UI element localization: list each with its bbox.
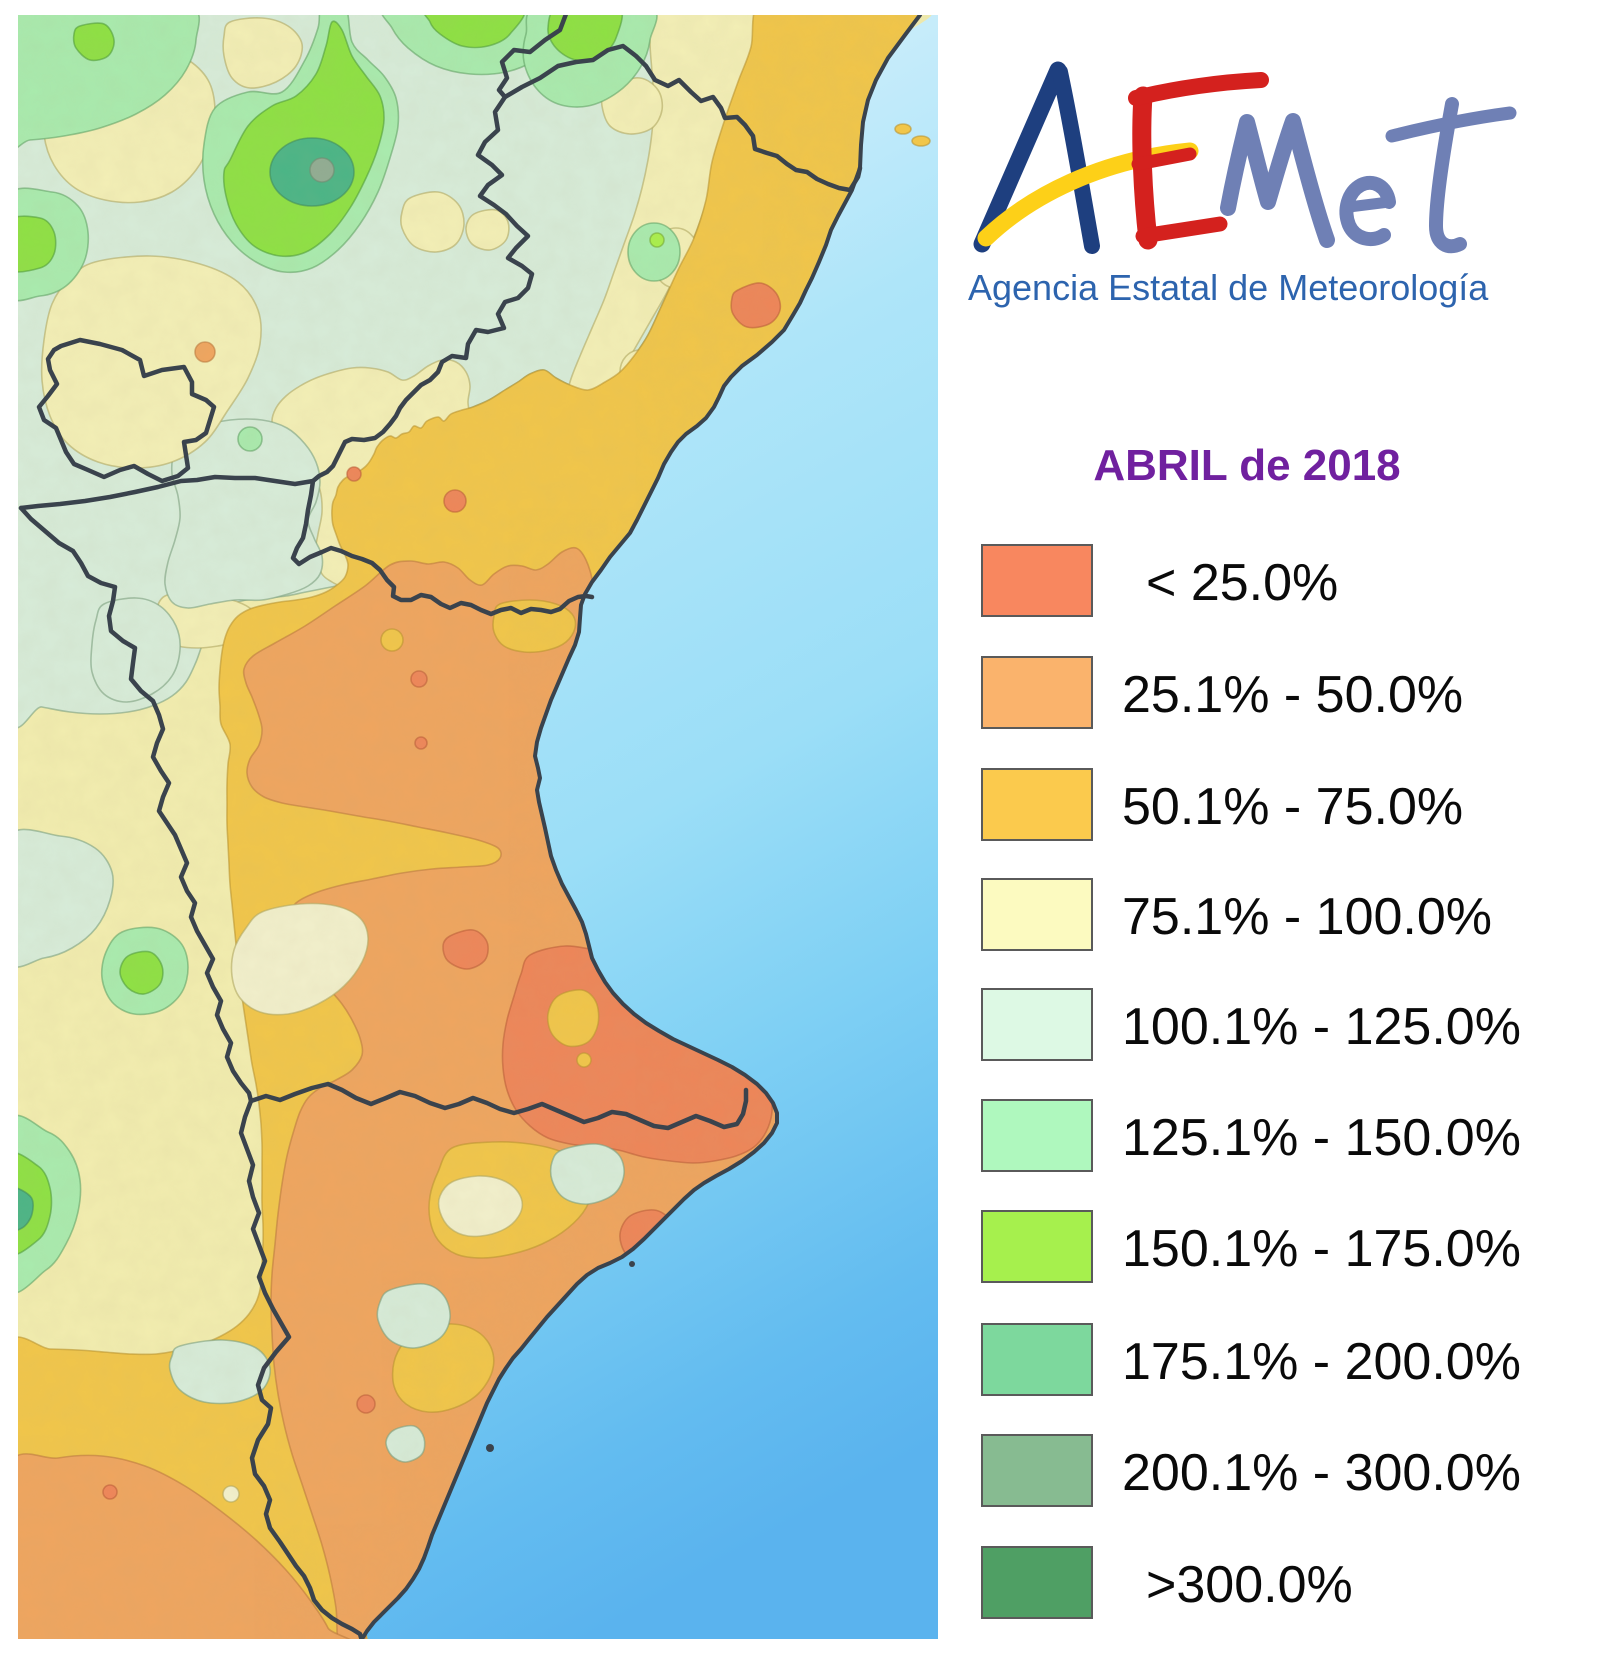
svg-text:75.1% - 100.0%: 75.1% - 100.0% [1122,888,1492,946]
svg-text:ABRIL de 2018: ABRIL de 2018 [1093,441,1400,490]
svg-text:>300.0%: >300.0% [1146,1556,1353,1614]
svg-text:175.1% - 200.0%: 175.1% - 200.0% [1122,1333,1521,1391]
svg-text:100.1% - 125.0%: 100.1% - 125.0% [1122,998,1521,1056]
svg-text:< 25.0%: < 25.0% [1146,554,1338,612]
svg-text:200.1% - 300.0%: 200.1% - 300.0% [1122,1444,1521,1502]
svg-text:Agencia Estatal de Meteorologí: Agencia Estatal de Meteorología [968,267,1489,308]
svg-text:150.1% - 175.0%: 150.1% - 175.0% [1122,1220,1521,1278]
svg-text:50.1% - 75.0%: 50.1% - 75.0% [1122,778,1463,836]
svg-text:25.1% - 50.0%: 25.1% - 50.0% [1122,666,1463,724]
svg-text:125.1% - 150.0%: 125.1% - 150.0% [1122,1109,1521,1167]
